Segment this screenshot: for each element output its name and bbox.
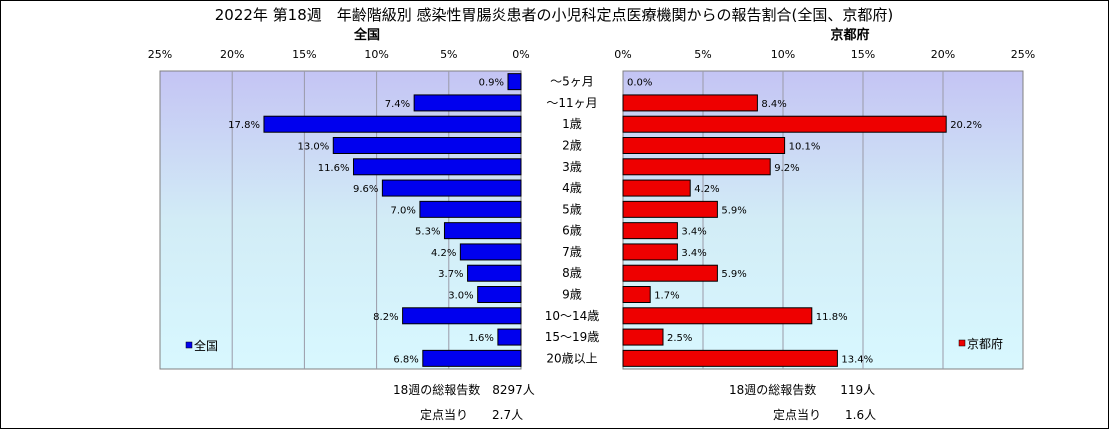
data-label-nation: 6.8% [393, 354, 418, 365]
data-label-kyoto: 3.4% [681, 248, 706, 259]
tick-label-kyoto: 20% [931, 48, 955, 61]
tick-label-kyoto: 15% [851, 48, 875, 61]
tick-label-nation: 25% [148, 48, 172, 61]
legend-label-kyoto: 京都府 [967, 336, 1003, 351]
bar-nation [467, 264, 522, 282]
data-label-kyoto: 3.4% [681, 227, 706, 238]
plot-area-kyoto [622, 70, 1024, 370]
nation-per-sentinel: 定点当り 2.7人 [420, 408, 524, 422]
tick-label-nation: 5% [440, 48, 457, 61]
bar-kyoto [622, 222, 678, 240]
bar-kyoto [622, 286, 651, 303]
data-label-kyoto: 20.2% [950, 120, 982, 131]
data-label-kyoto: 9.2% [774, 163, 799, 174]
chart-title: 2022年 第18週 年齢階級別 感染性胃腸炎患者の小児科定点医療機関からの報告… [215, 6, 894, 24]
category-label: 1歳 [562, 117, 582, 131]
bar-kyoto [622, 264, 718, 282]
kyoto-per-sentinel: 定点当り 1.6人 [773, 408, 877, 422]
bar-kyoto [622, 94, 758, 112]
bar-kyoto [622, 115, 947, 133]
tick-label-nation: 0% [512, 48, 529, 61]
bar-nation [332, 137, 522, 154]
tick-label-kyoto: 5% [694, 48, 711, 61]
data-label-nation: 3.7% [438, 269, 463, 280]
data-label-nation: 11.6% [318, 163, 350, 174]
category-label: 2歳 [562, 139, 582, 153]
bar-nation [402, 307, 522, 325]
data-label-kyoto: 5.9% [721, 269, 746, 280]
bar-nation [419, 200, 522, 218]
data-label-kyoto: 2.5% [667, 333, 692, 344]
panel-title-kyoto: 京都府 [830, 27, 869, 43]
data-label-kyoto: 13.4% [841, 354, 873, 365]
data-label-nation: 3.0% [448, 291, 473, 302]
bar-kyoto [622, 349, 838, 367]
category-label: 5歳 [562, 202, 582, 216]
category-label: ～5ヶ月 [550, 75, 594, 89]
tick-label-nation: 10% [364, 48, 388, 61]
tick-label-nation: 15% [292, 48, 316, 61]
data-label-nation: 8.2% [373, 312, 398, 323]
data-label-kyoto: 0.0% [627, 78, 652, 89]
category-label: 9歳 [562, 288, 582, 302]
data-label-kyoto: 8.4% [761, 99, 786, 110]
category-label: 8歳 [562, 266, 582, 280]
bar-kyoto [622, 200, 718, 218]
legend-kyoto: 京都府 [958, 336, 1003, 351]
bar-kyoto [622, 307, 813, 325]
data-label-kyoto: 4.2% [694, 184, 719, 195]
data-label-nation: 9.6% [353, 184, 378, 195]
category-label: 15～19歳 [545, 330, 600, 344]
bar-nation [497, 328, 522, 346]
panel-title-nation: 全国 [353, 27, 380, 43]
bar-nation [422, 349, 522, 367]
bar-kyoto [622, 137, 786, 154]
category-label: ～11ヶ月 [546, 96, 597, 110]
bar-nation [443, 222, 522, 240]
bar-nation [477, 286, 522, 303]
data-label-kyoto: 1.7% [654, 291, 679, 302]
data-label-nation: 7.4% [385, 99, 410, 110]
tick-label-kyoto: 25% [1011, 48, 1035, 61]
bar-kyoto [622, 243, 678, 261]
bar-nation [263, 115, 522, 133]
nation-total-reports: 18週の総報告数 8297人 [393, 383, 535, 397]
tick-label-kyoto: 10% [771, 48, 795, 61]
data-label-nation: 17.8% [228, 120, 260, 131]
category-label: 4歳 [562, 181, 582, 195]
data-label-nation: 5.3% [415, 227, 440, 238]
data-label-kyoto: 10.1% [789, 142, 821, 153]
data-label-kyoto: 11.8% [816, 312, 848, 323]
data-label-kyoto: 5.9% [721, 205, 746, 216]
data-label-nation: 0.9% [479, 78, 504, 89]
bar-kyoto [622, 179, 691, 197]
data-label-nation: 13.0% [297, 142, 329, 153]
data-label-nation: 4.2% [431, 248, 456, 259]
category-label: 20歳以上 [546, 351, 597, 365]
bar-nation [381, 179, 522, 197]
legend-swatch-nation [185, 341, 193, 349]
bar-nation [413, 94, 522, 112]
data-label-nation: 7.0% [391, 205, 416, 216]
bar-kyoto [622, 328, 664, 346]
bar-nation [507, 73, 522, 91]
tick-label-kyoto: 0% [614, 48, 631, 61]
legend-swatch-kyoto [958, 339, 966, 347]
bar-nation [352, 158, 522, 176]
bar-kyoto [622, 158, 771, 176]
tick-label-nation: 20% [220, 48, 244, 61]
legend-nation: 全国 [185, 338, 218, 353]
category-label: 7歳 [562, 245, 582, 259]
legend-label-nation: 全国 [194, 338, 218, 353]
data-label-nation: 1.6% [468, 333, 493, 344]
kyoto-total-reports: 18週の総報告数 119人 [729, 383, 876, 397]
category-label: 10～14歳 [545, 309, 600, 323]
plot-area-nation [159, 70, 522, 370]
category-label: 6歳 [562, 224, 582, 238]
category-label: 3歳 [562, 160, 582, 174]
bar-nation [459, 243, 522, 261]
